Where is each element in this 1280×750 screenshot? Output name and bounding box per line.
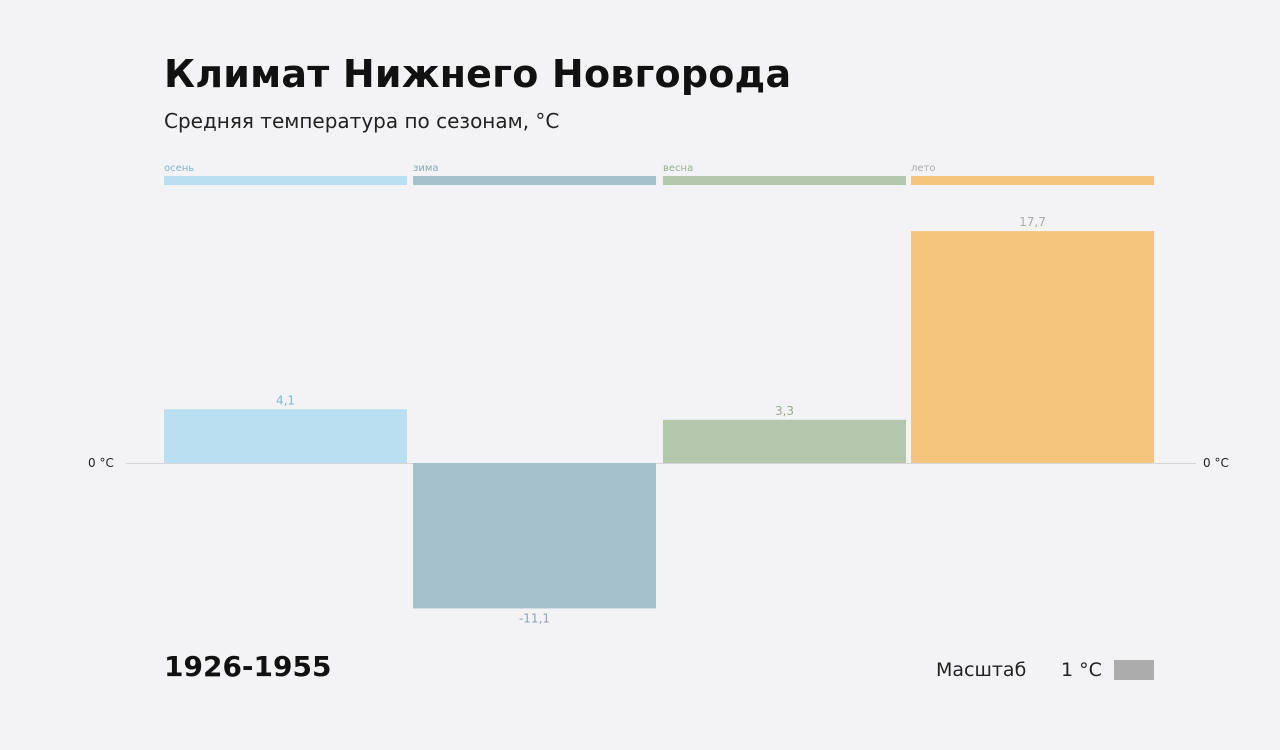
period-label: 1926-1955 (164, 650, 332, 683)
bar-0 (164, 409, 407, 463)
legend-label-2: весна (663, 163, 693, 174)
legend-strip-0 (164, 176, 407, 185)
scale-label: Масштаб (936, 659, 1027, 681)
value-label-3: 17,7 (1019, 215, 1046, 229)
value-label-0: 4,1 (276, 393, 295, 407)
scale-unit-label: 1 °C (1061, 659, 1102, 681)
zero-axis-label-left: 0 °C (88, 456, 114, 470)
value-label-1: -11,1 (519, 611, 550, 625)
bar-3 (911, 231, 1154, 463)
scale-swatch (1114, 660, 1154, 680)
legend-strip-3 (911, 176, 1154, 185)
legend-strip-1 (413, 176, 656, 185)
legend-label-3: лето (911, 163, 936, 174)
bar-1 (413, 463, 656, 609)
chart-title: Климат Нижнего Новгорода (164, 52, 792, 96)
bar-2 (663, 419, 906, 463)
legend-label-1: зима (413, 163, 439, 174)
value-label-2: 3,3 (775, 404, 794, 418)
legend-strip-2 (663, 176, 906, 185)
legend-label-0: осень (164, 163, 194, 174)
zero-axis-label-right: 0 °C (1203, 456, 1229, 470)
chart-subtitle: Средняя температура по сезонам, °C (164, 109, 560, 133)
